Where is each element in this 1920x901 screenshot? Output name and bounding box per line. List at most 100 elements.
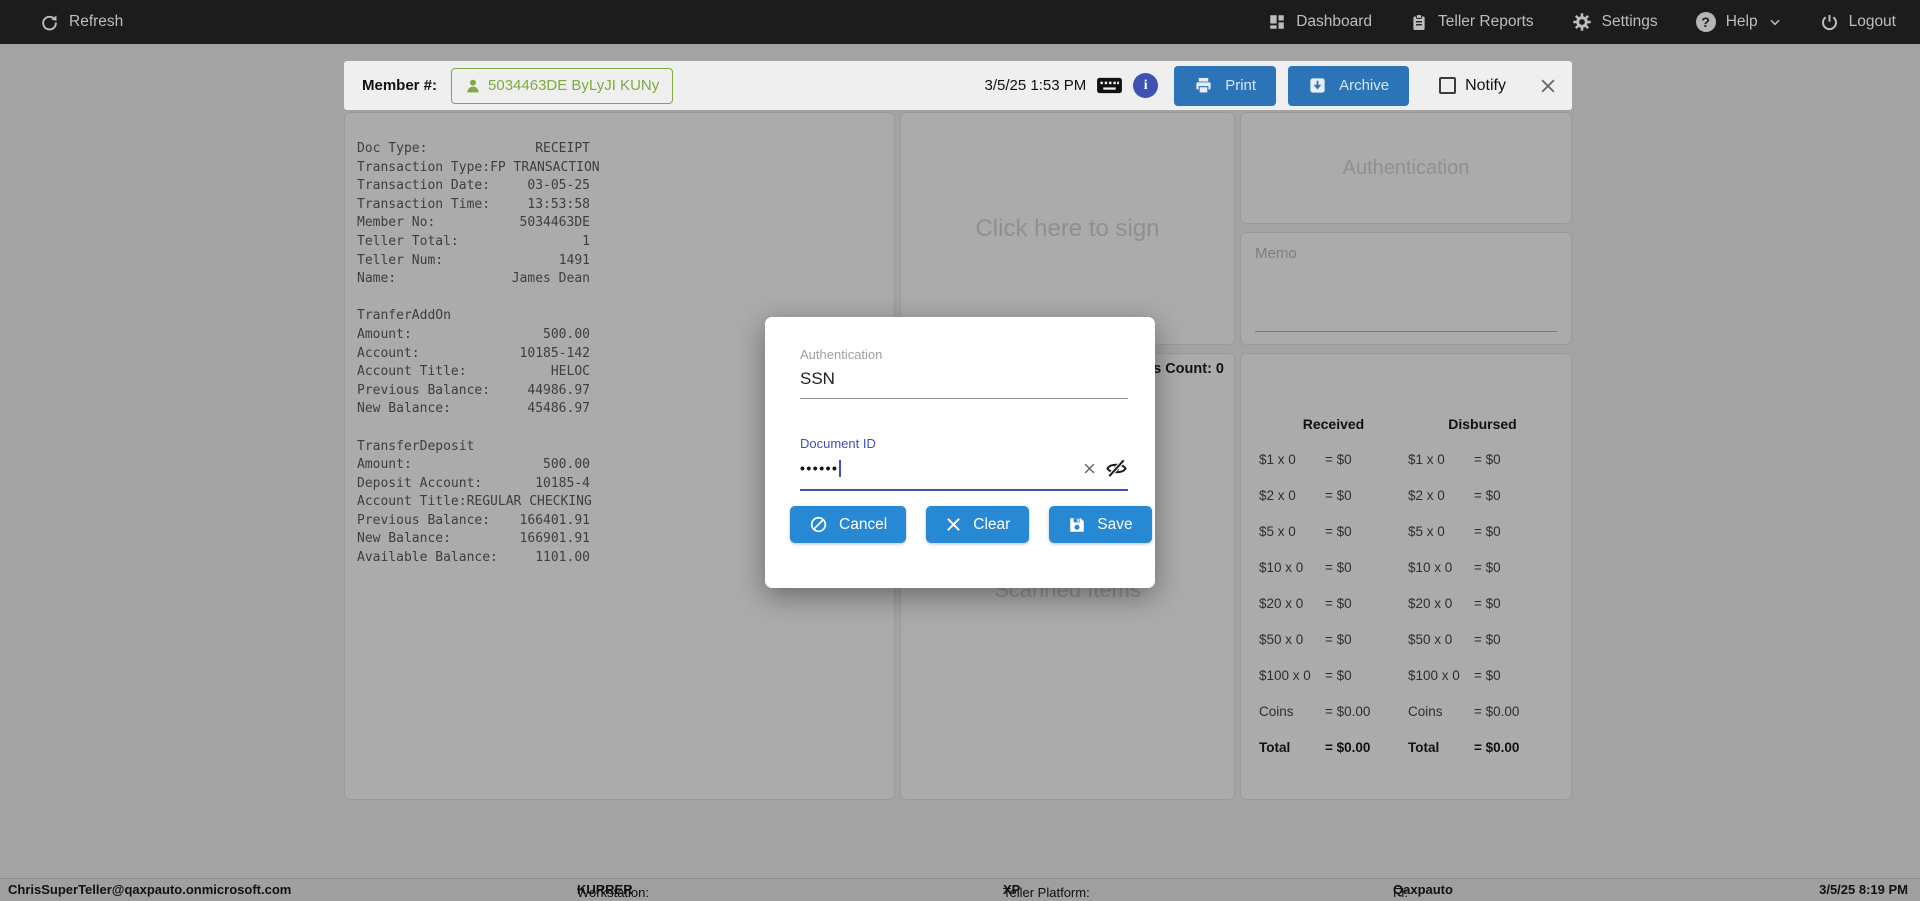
nav-logout-label: Logout [1848,13,1896,30]
cash-row-disbursed: $100 x 0 = $0 [1408,668,1501,683]
docid-field-label: Document ID [800,436,876,451]
nav-help[interactable]: ? Help [1695,12,1782,32]
disbursed-header: Disbursed [1448,416,1517,432]
save-button[interactable]: Save [1049,506,1152,543]
memo-panel: Memo [1240,232,1572,345]
receipt-row: Doc Type: RECEIPT [357,141,590,156]
signature-pad[interactable]: Click here to sign [900,112,1235,345]
receipt-block: TranferAddOn Amount: 500.00 Account: 10185-1… [357,307,882,419]
docid-input[interactable]: •••••• [800,456,1128,480]
nav-help-label: Help [1725,13,1758,30]
cash-row-disbursed: $1 x 0 = $0 [1408,452,1501,467]
info-icon[interactable]: i [1133,73,1159,98]
nav-settings-label: Settings [1601,13,1658,30]
cancel-label: Cancel [839,515,888,533]
archive-button[interactable]: Archive [1288,65,1410,106]
printer-icon [1194,76,1213,95]
nav-teller-reports[interactable]: Teller Reports [1410,13,1534,32]
nav-dashboard-label: Dashboard [1296,13,1373,30]
cash-row-disbursed: $10 x 0 = $0 [1408,560,1501,575]
clear-field-icon[interactable] [1082,461,1097,476]
cash-row-disbursed: Total = $0.00 [1408,740,1520,755]
receipt-row: Amount: 500.00 [357,326,590,342]
member-chip[interactable]: 5034463DE ByLyJI KUNy [451,67,674,104]
save-icon [1068,516,1086,534]
clear-icon [945,516,962,533]
disbursed-column: $1 x 0 = $0 $2 x 0 = $0 $5 x 0 = $0 $10 x 0 = $… [1408,452,1557,776]
teller-platform-info: Teller Platform: XP [1003,882,1090,900]
receipt-row: Account Title: REGULAR CHECKING [357,494,592,510]
cash-row-disbursed: $50 x 0 = $0 [1408,632,1501,647]
chevron-down-icon [1768,15,1782,29]
receipt-row: Previous Balance: 44986.97 [357,382,590,398]
cancel-icon [809,515,828,534]
member-bar: Member #: 5034463DE ByLyJI KUNy 3/5/25 1… [344,61,1572,110]
archive-icon [1308,76,1327,95]
notify-checkbox-wrap[interactable]: Notify [1439,77,1506,95]
authentication-panel-title: Authentication [1342,156,1470,179]
notify-checkbox[interactable] [1439,77,1457,94]
auth-field-value[interactable]: SSN [800,369,835,388]
receipt-row: Transaction Time: 13:53:58 [357,196,590,212]
dashboard-icon [1268,13,1286,31]
print-button[interactable]: Print [1174,65,1277,106]
receipt-row: Teller Total: 1 [357,233,590,249]
signature-placeholder: Click here to sign [975,214,1160,242]
receipt-row: New Balance: 45486.97 [357,401,590,417]
member-chip-label: 5034463DE ByLyJI KUNy [488,77,660,94]
cash-row-received: $50 x 0 = $0 [1259,632,1352,647]
receipt-block: Doc Type: RECEIPT Transaction Type: FP TRAN… [357,140,882,289]
receipt-row: Teller Num: 1491 [357,252,590,268]
cash-row-received: Total = $0.00 [1259,740,1371,755]
receipt-row: Member No: 5034463DE [357,215,590,231]
memo-label: Memo [1255,245,1297,262]
clear-button[interactable]: Clear [926,506,1030,543]
cash-row-received: $5 x 0 = $0 [1259,524,1352,539]
save-label: Save [1097,515,1133,533]
receipt-row: Transaction Date: 03-05-25 [357,178,590,194]
cash-row-received: $10 x 0 = $0 [1259,560,1352,575]
receipt-row: Account Title: HELOC [357,364,590,380]
top-nav-bar: Refresh Dashboard Teller Reports Setting… [0,0,1920,44]
receipt-row: Deposit Account: 10185-4 [357,475,590,491]
text-cursor [839,459,841,477]
receipt-block-title: TranferAddOn [357,308,451,324]
nav-logout[interactable]: Logout [1820,13,1896,32]
transaction-datetime: 3/5/25 1:53 PM [984,77,1087,94]
cash-row-received: $1 x 0 = $0 [1259,452,1352,467]
member-number-label: Member #: [362,77,438,94]
received-column: $1 x 0 = $0 $2 x 0 = $0 $5 x 0 = $0 $10 x 0 = $… [1259,452,1408,776]
auth-field-underline [800,398,1128,399]
nav-teller-reports-label: Teller Reports [1438,13,1534,30]
nav-dashboard[interactable]: Dashboard [1268,13,1372,31]
nav-settings[interactable]: Settings [1572,12,1658,32]
teller-email: ChrisSuperTeller@qaxpauto.onmicrosoft.co… [8,882,292,897]
cash-row-received: Coins = $0.00 [1259,704,1371,719]
auth-field-label: Authentication [800,347,883,362]
cancel-button[interactable]: Cancel [790,506,907,543]
cash-row-disbursed: $5 x 0 = $0 [1408,524,1501,539]
cash-row-disbursed: $2 x 0 = $0 [1408,488,1501,503]
visibility-off-icon[interactable] [1105,457,1128,480]
receipt-row: Amount: 500.00 [357,457,590,473]
receipt-text: Doc Type: RECEIPT Transaction Type: FP TRAN… [357,140,882,568]
receipt-row: New Balance: 166901.91 [357,531,590,547]
cash-row-disbursed: Coins = $0.00 [1408,704,1520,719]
memo-input[interactable] [1255,292,1557,332]
received-header: Received [1302,416,1365,432]
close-icon[interactable] [1538,76,1558,96]
authentication-dialog: Authentication SSN Document ID •••••• Ca… [765,317,1155,588]
authentication-panel[interactable]: Authentication [1240,112,1572,224]
refresh-label: Refresh [69,13,124,30]
cash-row-received: $20 x 0 = $0 [1259,596,1352,611]
gear-icon [1572,12,1592,32]
cash-row-disbursed: $20 x 0 = $0 [1408,596,1501,611]
clipboard-icon [1410,13,1428,32]
status-datetime: 3/5/25 8:19 PM [1819,882,1908,897]
cash-row-received: $100 x 0 = $0 [1259,668,1352,683]
archive-label: Archive [1339,77,1390,94]
receipt-block-title: TransferDeposit [357,438,475,454]
keyboard-icon[interactable] [1096,75,1123,96]
refresh-button[interactable]: Refresh [40,13,123,32]
receipt-row: Name: James Dean [357,271,590,287]
